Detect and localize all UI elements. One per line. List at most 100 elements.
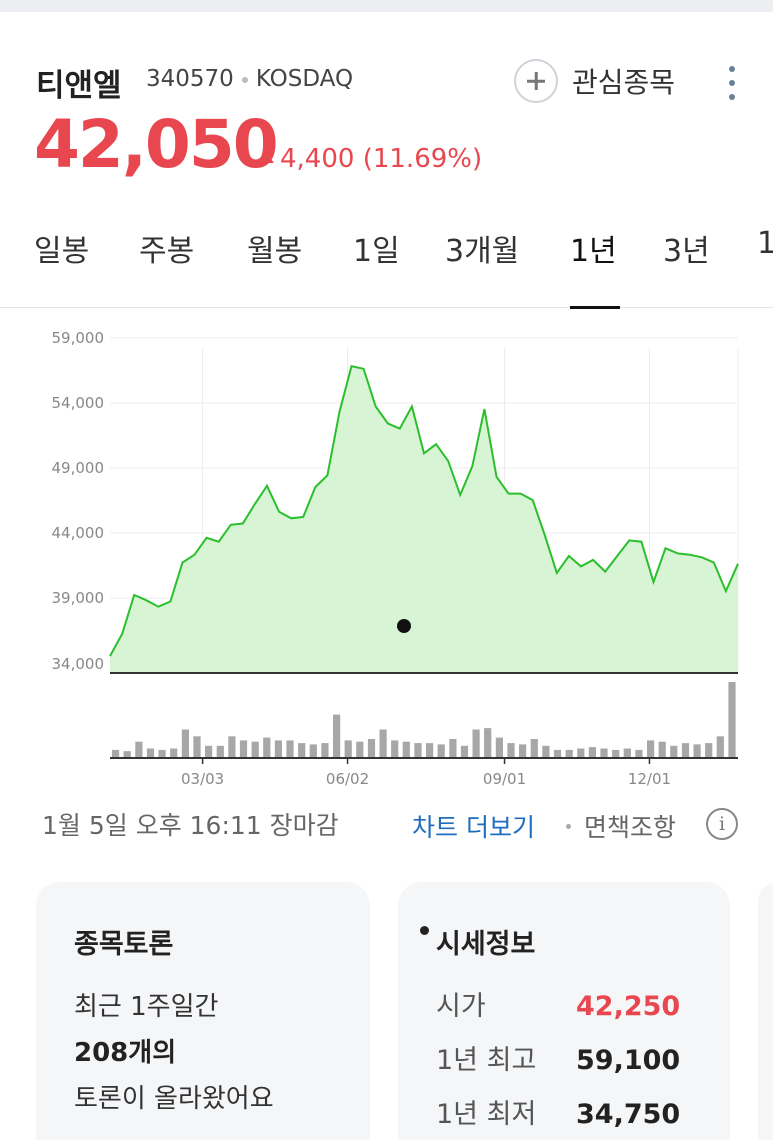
volume-bar <box>170 748 178 758</box>
volume-bar <box>449 739 457 758</box>
volume-bar <box>472 729 480 758</box>
info-label: 시가 <box>436 991 486 1022</box>
volume-bar <box>298 743 306 758</box>
discussion-summary: 최근 1주일간 208개의 토론이 올라왔어요 <box>74 984 274 1122</box>
volume-bar <box>519 744 527 758</box>
watchlist-button[interactable]: 관심종목 <box>514 58 675 104</box>
tab-1day[interactable]: 1일 <box>353 234 400 269</box>
info-value: 59,100 <box>576 1045 681 1076</box>
volume-bar <box>123 751 131 758</box>
stock-header: 티앤엘 340570 KOSDAQ 관심종목 <box>36 56 746 106</box>
volume-bar <box>716 736 724 758</box>
volume-bar <box>146 748 155 758</box>
volume-bar <box>484 728 492 758</box>
discussion-card[interactable]: 종목토론 최근 1주일간 208개의 토론이 올라왔어요 <box>36 882 370 1140</box>
volume-bar <box>216 745 224 758</box>
volume-bar <box>239 740 248 758</box>
volume-bar <box>693 744 701 758</box>
volume-bar <box>333 714 341 758</box>
discussion-line1: 최근 1주일간 <box>74 992 219 1022</box>
volume-bar <box>309 744 317 758</box>
current-price: 42,050 <box>34 106 279 183</box>
x-tick-label: 06/02 <box>326 770 369 788</box>
volume-bar <box>286 740 294 758</box>
volume-bar <box>635 749 643 758</box>
tab-daily[interactable]: 일봉 <box>34 234 90 269</box>
y-tick-label: 34,000 <box>52 655 105 673</box>
chart-more-link[interactable]: 차트 더보기 <box>412 813 535 842</box>
volume-bar <box>402 741 410 758</box>
market-close-time: 1월 5일 오후 16:11 장마감 <box>42 811 339 840</box>
volume-bar <box>379 729 387 758</box>
y-tick-label: 39,000 <box>52 589 105 607</box>
info-icon[interactable]: i <box>706 808 738 840</box>
bullet-icon <box>420 926 429 935</box>
watchlist-label: 관심종목 <box>572 66 676 99</box>
tab-3year[interactable]: 3년 <box>663 234 710 269</box>
volume-bar <box>530 739 538 758</box>
tab-3month[interactable]: 3개월 <box>445 234 520 269</box>
disclaimer-link[interactable]: 면책조항 <box>584 813 677 842</box>
separator-dot <box>241 76 248 83</box>
volume-bar <box>193 736 201 758</box>
info-row-year-high: 1년 최고 59,100 <box>436 1038 680 1077</box>
volume-bar <box>588 747 596 758</box>
price-change: 4,400 (11.69%) <box>258 144 482 174</box>
volume-bar <box>181 729 189 758</box>
volume-bar <box>251 741 259 758</box>
chart-status: 1월 5일 오후 16:11 장마감 차트 더보기 면책조항 i <box>42 806 742 846</box>
volume-bar <box>507 743 515 758</box>
discussion-count: 208개의 <box>74 1038 177 1068</box>
tab-more[interactable]: 1 <box>757 226 773 261</box>
volume-bar <box>670 745 678 758</box>
tab-monthly[interactable]: 월봉 <box>247 234 303 269</box>
volume-bar <box>600 748 608 758</box>
price-chart[interactable]: 59,000 54,000 49,000 44,000 39,000 34,000 03/… <box>0 330 773 800</box>
volume-bar <box>658 741 666 758</box>
tab-1year[interactable]: 1년 <box>570 234 617 269</box>
tab-weekly[interactable]: 주봉 <box>139 234 195 269</box>
active-tab-indicator <box>570 306 620 309</box>
volume-bar <box>623 748 631 758</box>
stock-code: 340570 <box>146 66 234 92</box>
x-tick-label: 09/01 <box>483 770 526 788</box>
y-tick-label: 49,000 <box>52 459 105 477</box>
plus-icon <box>514 59 558 103</box>
info-value: 34,750 <box>576 1099 681 1130</box>
next-card[interactable] <box>758 882 773 1140</box>
y-axis: 59,000 54,000 49,000 44,000 39,000 34,000 <box>52 330 105 673</box>
volume-bar <box>344 740 352 758</box>
market-info-card[interactable]: 시세정보 시가 42,250 1년 최고 59,100 1년 최저 34,750 <box>398 882 730 1140</box>
y-tick-label: 44,000 <box>52 524 105 542</box>
volume-bar <box>274 740 282 758</box>
info-row-year-low: 1년 최저 34,750 <box>436 1092 680 1131</box>
volume-bar <box>612 749 620 758</box>
volume-bar <box>367 739 376 758</box>
change-percent: (11.69%) <box>362 144 483 174</box>
volume-bar <box>553 749 562 758</box>
volume-bar <box>705 743 713 758</box>
stock-name: 티앤엘 <box>36 68 122 104</box>
stock-meta: 340570 KOSDAQ <box>146 66 353 92</box>
up-arrow-icon <box>258 152 274 163</box>
volume-bar <box>135 741 143 758</box>
price-area <box>110 366 738 673</box>
volume-bar <box>426 743 434 758</box>
volume-bar <box>263 737 271 758</box>
info-label: 1년 최고 <box>436 1045 537 1076</box>
volume-bar <box>495 737 503 758</box>
volume-bar <box>205 745 213 758</box>
info-label: 1년 최저 <box>436 1099 537 1130</box>
discussion-line3: 토론이 올라왔어요 <box>74 1084 274 1114</box>
stock-market: KOSDAQ <box>255 66 354 92</box>
more-vertical-icon[interactable] <box>726 66 738 100</box>
volume-bar <box>577 748 585 758</box>
volume-bar <box>356 741 364 758</box>
info-row-open: 시가 42,250 <box>436 984 680 1023</box>
period-tabs: 일봉 주봉 월봉 1일 3개월 1년 3년 1 <box>0 226 773 309</box>
volume-bar <box>112 749 120 758</box>
x-tick-label: 03/03 <box>181 770 224 788</box>
volume-bar <box>681 743 690 758</box>
x-axis: 03/03 06/02 09/01 12/01 <box>181 758 671 788</box>
volume-bar <box>158 749 166 758</box>
